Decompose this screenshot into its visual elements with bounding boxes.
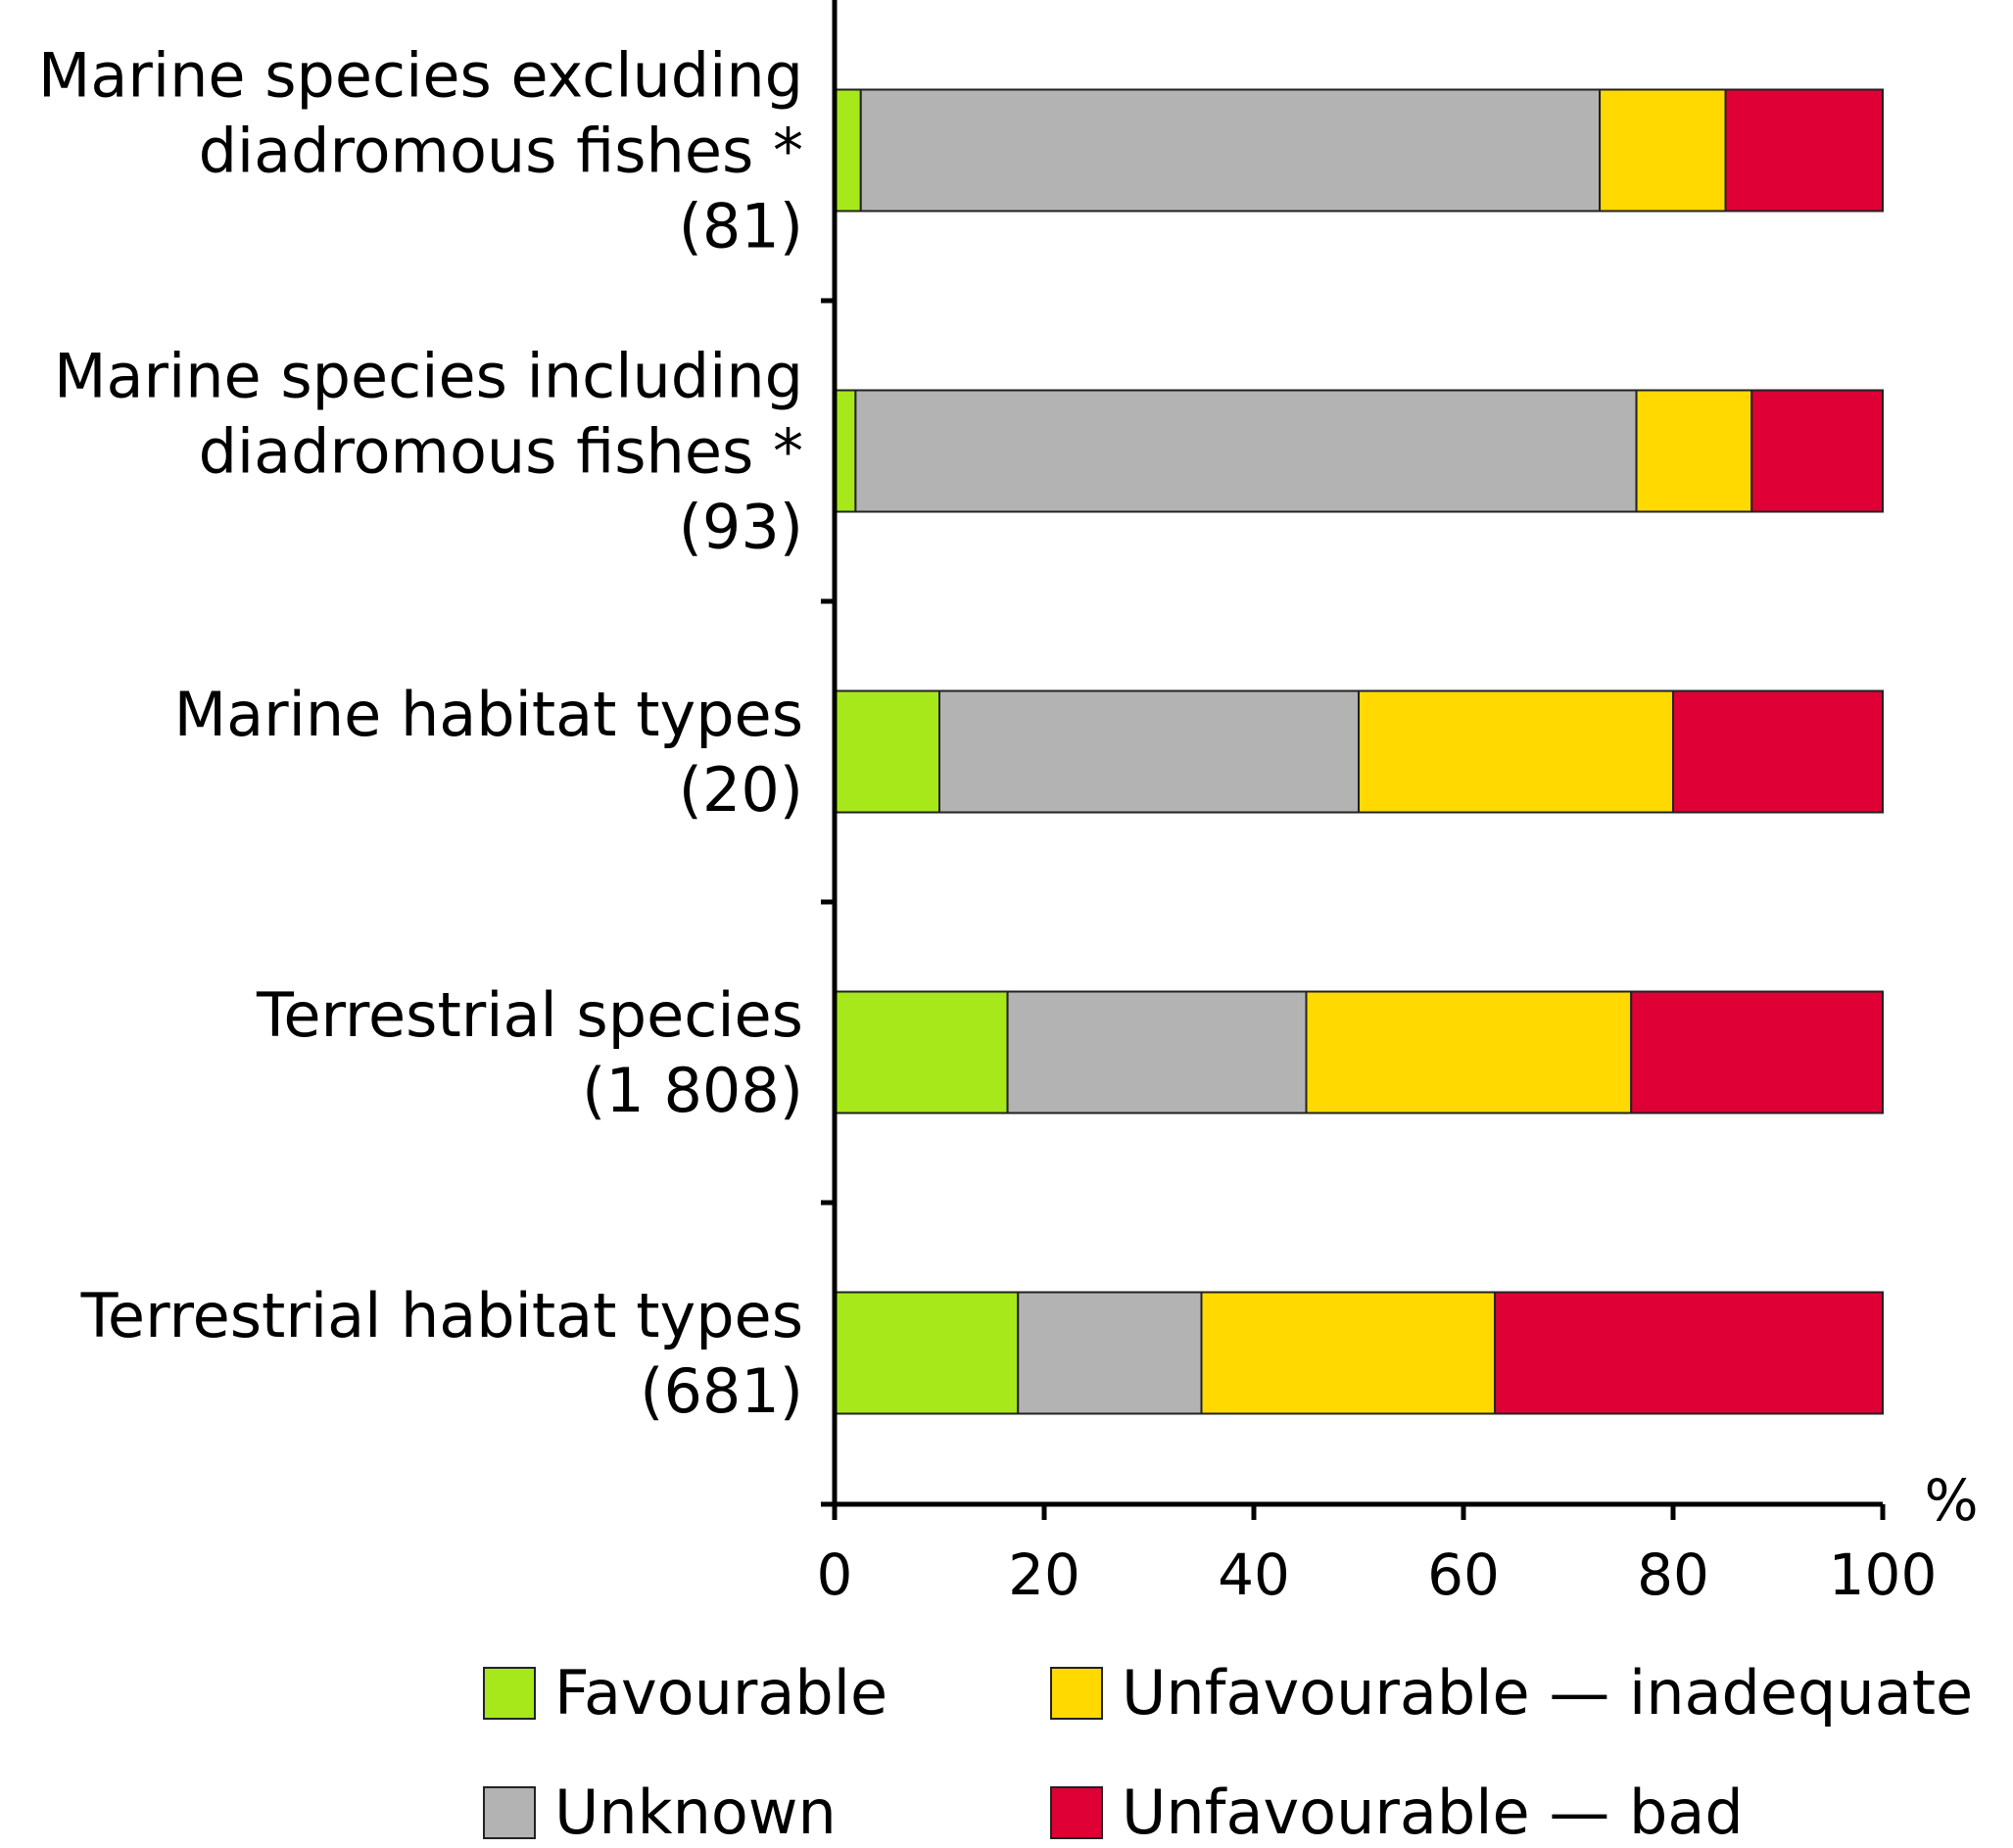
bar-segment-1 — [834, 990, 1009, 1114]
category-label-line: Marine species including — [54, 341, 803, 412]
category-label: Marine species excluding diadromous fishe… — [38, 40, 803, 262]
x-tick-label: 40 — [1218, 1541, 1290, 1608]
bar-segment-3 — [1635, 389, 1753, 513]
bar-segment-3 — [1358, 689, 1674, 814]
x-tick-label: 20 — [1008, 1541, 1080, 1608]
bar-segment-4 — [1494, 1291, 1884, 1415]
category-label: Marine habitat types (20) — [174, 679, 803, 826]
bar-segment-1 — [834, 1291, 1020, 1415]
bar-segment-1 — [834, 88, 862, 213]
category-label-line: diadromous fishes * — [199, 416, 803, 488]
bar-segment-2 — [938, 689, 1360, 814]
category-label-line: (93) — [679, 492, 803, 563]
bar-segment-3 — [1305, 990, 1633, 1114]
category-label: Terrestrial species (1 808) — [256, 979, 803, 1126]
x-tick-labels: 0 20 40 60 80 100 — [817, 1541, 1938, 1608]
legend-label: Unknown — [554, 1777, 837, 1848]
bar-segment-4 — [1630, 990, 1884, 1114]
category-label-line: (20) — [679, 754, 803, 826]
bar-segment-2 — [859, 88, 1602, 213]
x-tick-label: 100 — [1829, 1541, 1938, 1608]
legend: Favourable Unknown Unfavourable — inadequa… — [483, 1657, 1973, 1848]
legend-swatch — [1050, 1786, 1103, 1839]
legend-swatch — [483, 1786, 536, 1839]
legend-swatch — [483, 1667, 536, 1720]
category-label: Marine species including diadromous fishe… — [54, 341, 803, 563]
bars-layer — [834, 88, 1884, 1415]
legend-swatch — [1050, 1667, 1103, 1720]
legend-label: Favourable — [554, 1657, 887, 1729]
category-label-line: (1 808) — [582, 1055, 803, 1126]
bar-segment-2 — [1006, 990, 1308, 1114]
bar-segment-3 — [1599, 88, 1727, 213]
category-label-line: Marine species excluding — [38, 40, 803, 112]
bar-segment-3 — [1200, 1291, 1497, 1415]
x-tick-label: 0 — [817, 1541, 853, 1608]
x-tick-label: 80 — [1637, 1541, 1709, 1608]
bar-segment-4 — [1750, 389, 1884, 513]
bar-segment-4 — [1672, 689, 1884, 814]
bar-segment-1 — [834, 689, 940, 814]
category-label: Terrestrial habitat types (681) — [80, 1280, 803, 1427]
category-labels: Marine species excluding diadromous fishe… — [38, 40, 803, 1428]
x-tick-label: 60 — [1427, 1541, 1500, 1608]
legend-label: Unfavourable — bad — [1122, 1777, 1744, 1848]
category-label-line: Terrestrial habitat types — [80, 1280, 803, 1351]
category-label-line: (81) — [679, 191, 803, 262]
bar-segment-4 — [1724, 88, 1884, 213]
x-unit-label: % — [1924, 1467, 1978, 1534]
legend-label: Unfavourable — inadequate — [1122, 1657, 1973, 1729]
category-label-line: Terrestrial species — [256, 979, 803, 1051]
bar-segment-2 — [854, 389, 1638, 513]
category-label-line: Marine habitat types — [174, 679, 803, 750]
bar-segment-2 — [1017, 1291, 1203, 1415]
category-label-line: diadromous fishes * — [199, 116, 803, 187]
axes-layer — [821, 0, 1886, 1520]
category-label-line: (681) — [640, 1355, 803, 1427]
bar-segment-1 — [834, 389, 857, 513]
